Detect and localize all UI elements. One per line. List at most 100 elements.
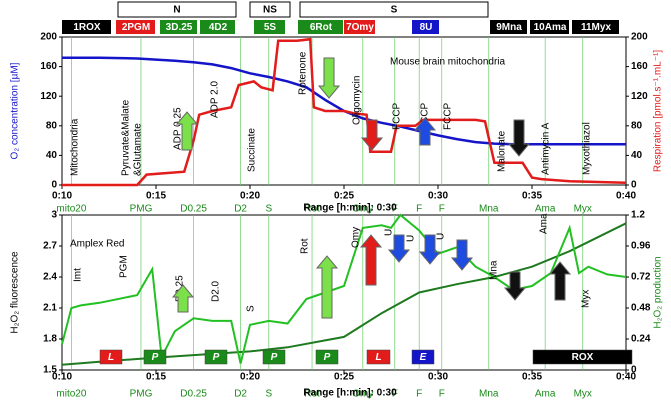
- step-box: [62, 20, 111, 34]
- annotation: ADP 0.25: [173, 107, 184, 150]
- x-tick-label: 0:40: [616, 191, 636, 202]
- step-box: [530, 20, 569, 34]
- event-label: Mna: [479, 204, 499, 215]
- y2-tick-label: 1.2: [631, 210, 645, 221]
- annotation: Succinate: [247, 128, 258, 172]
- step-label: 9Mna: [496, 22, 522, 33]
- x-tick-label: 0:30: [428, 372, 448, 383]
- event-label: F: [392, 389, 398, 400]
- data-line: [61, 213, 627, 364]
- x-tick-label: 0:30: [428, 191, 448, 202]
- event-label: S: [265, 204, 272, 215]
- x-tick-label: 0:35: [522, 191, 542, 202]
- y-tick-label: 2.4: [43, 272, 57, 283]
- step-box: [344, 20, 375, 34]
- step-label: 10Ama: [534, 22, 567, 33]
- state-label: P: [213, 352, 220, 363]
- event-label: F: [439, 204, 445, 215]
- event-label: F: [416, 389, 422, 400]
- annotation: Oligomycin: [352, 76, 363, 125]
- step-box: [572, 20, 619, 34]
- annotation: &Glutamate: [133, 123, 144, 176]
- event-label: D0.25: [180, 389, 207, 400]
- annotation: U: [384, 229, 395, 236]
- state-box: [532, 349, 633, 365]
- y-tick-label: 40: [46, 150, 58, 161]
- group-label: S: [391, 5, 398, 16]
- y2-tick-label: 0.48: [631, 303, 651, 314]
- y-tick-label: 120: [40, 91, 57, 102]
- y2-tick-label: 40: [631, 150, 643, 161]
- annotation: Imt: [73, 268, 84, 282]
- y-tick-label: 1.5: [43, 365, 57, 376]
- step-label: 11Myx: [581, 22, 611, 33]
- arrow: [413, 117, 437, 146]
- annotation: Rotenone: [298, 51, 309, 95]
- y-tick-label: 200: [40, 32, 57, 43]
- event-label: Ama: [535, 389, 556, 400]
- annotation: FCCP: [420, 102, 431, 130]
- x-tick-label: 0:25: [334, 372, 354, 383]
- state-box: [204, 349, 228, 365]
- arrow: [175, 111, 199, 151]
- y2-tick-label: 160: [631, 61, 648, 72]
- annotation: Rot: [300, 238, 311, 254]
- state-box: [366, 349, 391, 365]
- event-label: PMG: [130, 389, 153, 400]
- state-label: ROX: [572, 352, 594, 363]
- arrow: [387, 234, 411, 263]
- step-label: 7Omy: [346, 22, 374, 33]
- arrow: [315, 255, 339, 319]
- y-axis-label: O₂ concentration [µM]: [10, 62, 21, 159]
- step-box: [490, 20, 527, 34]
- state-box: [315, 349, 339, 365]
- event-label: Omy: [352, 204, 373, 215]
- event-label: F: [392, 204, 398, 215]
- event-label: Omy: [352, 389, 373, 400]
- state-label: P: [152, 352, 159, 363]
- y-tick-label: 80: [46, 120, 58, 131]
- state-box: [411, 349, 435, 365]
- state-box: [143, 349, 167, 365]
- step-label: 4D2: [209, 22, 228, 33]
- group-label: NS: [263, 5, 277, 16]
- data-line: [62, 37, 627, 187]
- y-tick-label: 3: [51, 210, 57, 221]
- panel-title: Amplex Red: [70, 239, 124, 250]
- step-box: [200, 20, 235, 34]
- step-label: 1ROX: [73, 22, 101, 33]
- group-bracket: [117, 1, 237, 18]
- event-label: S: [265, 389, 272, 400]
- annotation: PGM: [119, 255, 130, 278]
- event-label: Myx: [574, 204, 592, 215]
- arrow: [171, 284, 195, 313]
- state-label: L: [375, 352, 381, 363]
- x-tick-label: 0:40: [616, 372, 636, 383]
- x-tick-label: 0:10: [52, 191, 72, 202]
- y-tick-label: 160: [40, 61, 57, 72]
- x-axis-label: Range [h:min]: 0:30: [303, 388, 397, 399]
- annotation: FCCP: [443, 102, 454, 130]
- event-label: Myx: [574, 389, 592, 400]
- y-tick-label: 0: [51, 180, 57, 191]
- group-bracket: [299, 1, 489, 18]
- arrow: [450, 239, 474, 271]
- event-label: mito20: [56, 389, 86, 400]
- y-tick-label: 1.8: [43, 334, 57, 345]
- panel-title: Mouse brain mitochondria: [390, 57, 505, 68]
- event-label: D2: [234, 204, 247, 215]
- annotation: Myxothiazol: [582, 122, 593, 175]
- x-tick-label: 0:10: [52, 372, 72, 383]
- y2-axis-label: H₂O₂ production: [653, 256, 664, 328]
- event-label: F: [439, 389, 445, 400]
- x-tick-label: 0:15: [146, 372, 166, 383]
- y2-tick-label: 200: [631, 32, 648, 43]
- group-bracket: [249, 1, 291, 18]
- annotation: Mitochondria: [70, 118, 81, 176]
- event-label: Rot: [304, 389, 320, 400]
- arrow: [507, 119, 531, 157]
- state-label: E: [420, 352, 427, 363]
- arrow: [359, 234, 383, 286]
- state-label: P: [324, 352, 331, 363]
- x-tick-label: 0:35: [522, 372, 542, 383]
